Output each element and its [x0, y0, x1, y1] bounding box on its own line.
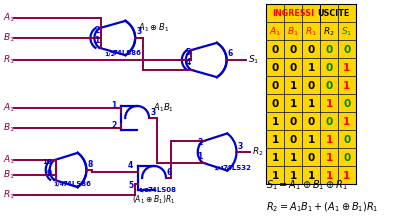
Text: 3: 3: [237, 142, 242, 151]
Text: 9: 9: [47, 169, 52, 178]
Text: 0: 0: [289, 135, 296, 145]
Text: 1: 1: [289, 153, 296, 163]
Text: 1: 1: [307, 99, 314, 109]
Text: 0: 0: [307, 117, 314, 127]
Text: 1: 1: [324, 171, 332, 181]
Text: $R_1$: $R_1$: [304, 26, 316, 38]
Text: $B_1$: $B_1$: [3, 169, 15, 181]
Text: 0: 0: [342, 45, 350, 55]
Text: 1/4: 1/4: [54, 182, 65, 187]
Text: 1: 1: [342, 171, 350, 181]
Text: $S_1$: $S_1$: [340, 26, 352, 38]
Text: 5: 5: [185, 48, 191, 57]
Text: 1: 1: [197, 152, 202, 161]
Text: 4: 4: [128, 161, 133, 170]
Text: 8: 8: [87, 160, 92, 169]
Text: 1: 1: [94, 36, 99, 45]
Text: $B_1$: $B_1$: [3, 122, 15, 134]
Text: 0: 0: [271, 99, 278, 109]
Text: 1: 1: [324, 135, 332, 145]
Text: 1: 1: [271, 171, 278, 181]
Text: $(A_1\oplus B_1)R_1$: $(A_1\oplus B_1)R_1$: [132, 193, 175, 206]
Text: 0: 0: [342, 99, 350, 109]
Text: 1: 1: [324, 153, 332, 163]
Text: 74LS86: 74LS86: [63, 181, 91, 187]
Text: 0: 0: [289, 63, 296, 73]
Text: 6: 6: [166, 168, 172, 177]
Text: 1/2: 1/2: [138, 188, 149, 193]
Text: 3: 3: [150, 108, 155, 117]
Text: 1: 1: [307, 171, 314, 181]
Text: 74LS08: 74LS08: [147, 187, 175, 193]
Text: $A_1$: $A_1$: [3, 12, 15, 24]
Text: $R_1$: $R_1$: [3, 189, 15, 201]
Text: USCITE: USCITE: [316, 9, 348, 19]
Text: $B_1$: $B_1$: [287, 26, 298, 38]
FancyBboxPatch shape: [266, 4, 355, 184]
Text: 10: 10: [43, 159, 52, 165]
Text: 0: 0: [342, 153, 350, 163]
Text: 1: 1: [271, 153, 278, 163]
Text: 5: 5: [128, 181, 133, 190]
Text: 1: 1: [324, 99, 332, 109]
Text: $R_1$: $R_1$: [3, 54, 15, 66]
Text: 74LS32: 74LS32: [222, 165, 251, 171]
Text: 1: 1: [307, 63, 314, 73]
Text: $A_1$: $A_1$: [269, 26, 281, 38]
Text: $A_1\oplus B_1$: $A_1\oplus B_1$: [138, 21, 169, 33]
Text: 0: 0: [307, 81, 314, 91]
Text: 74LS86: 74LS86: [112, 50, 141, 56]
Text: $S_1$: $S_1$: [248, 54, 259, 66]
Text: 1/4: 1/4: [213, 166, 224, 171]
Text: 0: 0: [342, 135, 350, 145]
Text: 1: 1: [289, 171, 296, 181]
Text: 3: 3: [136, 27, 141, 36]
Text: $R_2=A_1B_1+(A_1\oplus B_1)R_1$: $R_2=A_1B_1+(A_1\oplus B_1)R_1$: [266, 200, 378, 214]
Text: $A_1B_1$: $A_1B_1$: [153, 102, 174, 114]
Text: 1: 1: [271, 117, 278, 127]
Text: $B_1$: $B_1$: [3, 32, 15, 44]
Text: $A_1$: $A_1$: [3, 154, 15, 166]
Text: 1: 1: [342, 63, 350, 73]
Text: 0: 0: [324, 81, 332, 91]
Text: 0: 0: [271, 63, 278, 73]
Text: $R_2$: $R_2$: [252, 146, 263, 158]
Text: 4: 4: [185, 58, 191, 67]
Text: 2: 2: [111, 121, 116, 130]
Text: 2: 2: [197, 138, 202, 147]
Text: 1: 1: [111, 101, 116, 110]
Text: 1: 1: [307, 135, 314, 145]
Text: 1: 1: [289, 99, 296, 109]
Text: 2: 2: [94, 26, 99, 35]
Text: 0: 0: [289, 117, 296, 127]
Text: $A_1$: $A_1$: [3, 102, 15, 114]
Text: $S_1=A_1\oplus B_1\oplus R_1$: $S_1=A_1\oplus B_1\oplus R_1$: [266, 178, 347, 192]
Text: 0: 0: [307, 45, 314, 55]
Text: 1/2: 1/2: [104, 51, 115, 56]
Text: 6: 6: [227, 49, 232, 58]
Text: 0: 0: [324, 45, 332, 55]
Text: 0: 0: [324, 63, 332, 73]
Text: 0: 0: [271, 45, 278, 55]
Text: 0: 0: [307, 153, 314, 163]
Text: 1: 1: [271, 135, 278, 145]
Text: 1: 1: [342, 117, 350, 127]
Text: $R_2$: $R_2$: [322, 26, 334, 38]
Text: INGRESSI: INGRESSI: [272, 9, 313, 19]
Text: 0: 0: [289, 45, 296, 55]
Text: 1: 1: [289, 81, 296, 91]
Text: 0: 0: [324, 117, 332, 127]
Text: 1: 1: [342, 81, 350, 91]
Text: 0: 0: [271, 81, 278, 91]
